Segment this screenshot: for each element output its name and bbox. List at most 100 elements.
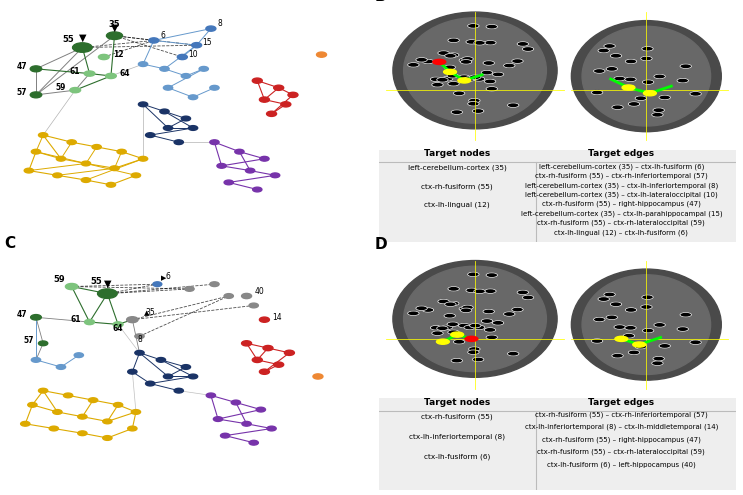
Ellipse shape — [317, 52, 326, 57]
Ellipse shape — [53, 173, 62, 178]
Circle shape — [599, 49, 609, 52]
Ellipse shape — [128, 369, 137, 374]
Circle shape — [629, 102, 639, 106]
Ellipse shape — [241, 294, 252, 298]
Circle shape — [605, 293, 614, 297]
Circle shape — [452, 358, 462, 363]
Ellipse shape — [149, 38, 159, 43]
Circle shape — [622, 85, 635, 90]
Ellipse shape — [259, 369, 270, 374]
Ellipse shape — [185, 287, 194, 291]
Circle shape — [467, 40, 477, 44]
Circle shape — [463, 57, 473, 61]
Circle shape — [445, 65, 455, 69]
Ellipse shape — [146, 381, 155, 386]
Circle shape — [474, 325, 484, 330]
Circle shape — [612, 105, 623, 109]
Ellipse shape — [281, 102, 291, 107]
Ellipse shape — [210, 86, 219, 90]
Circle shape — [654, 108, 663, 112]
Ellipse shape — [85, 319, 94, 325]
Text: 59: 59 — [53, 275, 65, 284]
Circle shape — [508, 103, 518, 107]
Ellipse shape — [285, 350, 294, 355]
Text: Target nodes: Target nodes — [424, 397, 490, 406]
Circle shape — [446, 302, 455, 306]
Circle shape — [660, 344, 669, 348]
Circle shape — [460, 58, 470, 62]
Circle shape — [468, 24, 478, 28]
Text: 35: 35 — [108, 20, 120, 29]
Circle shape — [432, 83, 443, 87]
Circle shape — [474, 77, 484, 81]
Text: left-cerebellum-cortex (35) – ctx-lh-fusiform (6): left-cerebellum-cortex (35) – ctx-lh-fus… — [539, 163, 704, 170]
Circle shape — [594, 317, 604, 321]
Circle shape — [452, 110, 462, 114]
Text: 6: 6 — [160, 31, 165, 40]
Text: 35: 35 — [146, 308, 155, 317]
Circle shape — [485, 41, 496, 45]
Ellipse shape — [263, 346, 273, 350]
Ellipse shape — [273, 85, 284, 91]
Circle shape — [409, 311, 418, 315]
Text: 61: 61 — [71, 315, 81, 324]
Text: 55: 55 — [62, 35, 74, 45]
Text: A: A — [4, 0, 16, 2]
Text: ▼: ▼ — [111, 22, 118, 33]
Ellipse shape — [206, 26, 216, 31]
Ellipse shape — [160, 66, 169, 71]
Text: ctx-lh-fusiform (6): ctx-lh-fusiform (6) — [424, 454, 490, 460]
Circle shape — [493, 321, 503, 325]
Ellipse shape — [253, 78, 262, 83]
Ellipse shape — [192, 43, 201, 48]
Ellipse shape — [138, 102, 148, 107]
Circle shape — [459, 75, 469, 79]
Circle shape — [438, 78, 447, 82]
Circle shape — [470, 324, 480, 328]
Circle shape — [660, 96, 669, 99]
Circle shape — [592, 91, 602, 95]
Ellipse shape — [267, 111, 276, 116]
Ellipse shape — [210, 282, 219, 287]
Circle shape — [513, 59, 522, 63]
Circle shape — [423, 308, 433, 312]
Circle shape — [636, 96, 646, 100]
Circle shape — [678, 327, 688, 331]
Ellipse shape — [189, 126, 198, 130]
Ellipse shape — [189, 95, 198, 99]
Text: 57: 57 — [16, 88, 27, 97]
Text: ▼: ▼ — [79, 33, 86, 43]
Circle shape — [470, 75, 480, 79]
Ellipse shape — [217, 163, 226, 168]
Circle shape — [612, 354, 623, 358]
Circle shape — [655, 74, 665, 78]
Text: 57: 57 — [24, 336, 34, 346]
Ellipse shape — [113, 322, 123, 327]
Ellipse shape — [241, 341, 252, 346]
Text: ctx-rh-fusiform (55) – ctx-rh-inferiortemporal (57): ctx-rh-fusiform (55) – ctx-rh-inferiorte… — [535, 173, 708, 179]
Circle shape — [607, 67, 617, 71]
Circle shape — [624, 334, 634, 338]
Text: 14: 14 — [272, 313, 282, 322]
Ellipse shape — [53, 409, 62, 414]
Ellipse shape — [199, 66, 208, 71]
Ellipse shape — [231, 400, 241, 405]
Circle shape — [652, 113, 663, 117]
Circle shape — [691, 340, 701, 345]
Circle shape — [438, 326, 447, 330]
Ellipse shape — [73, 43, 92, 52]
Ellipse shape — [78, 414, 87, 419]
Circle shape — [448, 301, 458, 305]
Circle shape — [615, 336, 628, 342]
Circle shape — [423, 59, 433, 63]
Ellipse shape — [270, 173, 280, 178]
Circle shape — [449, 82, 458, 86]
Text: 6: 6 — [166, 272, 170, 282]
Circle shape — [614, 77, 625, 81]
Circle shape — [448, 322, 458, 326]
Ellipse shape — [181, 365, 190, 369]
Circle shape — [626, 59, 636, 63]
Circle shape — [448, 53, 458, 57]
Text: D: D — [375, 237, 388, 252]
Text: ctx-rh-fusiform (55) – right-hippocampus (47): ctx-rh-fusiform (55) – right-hippocampus… — [542, 201, 701, 207]
